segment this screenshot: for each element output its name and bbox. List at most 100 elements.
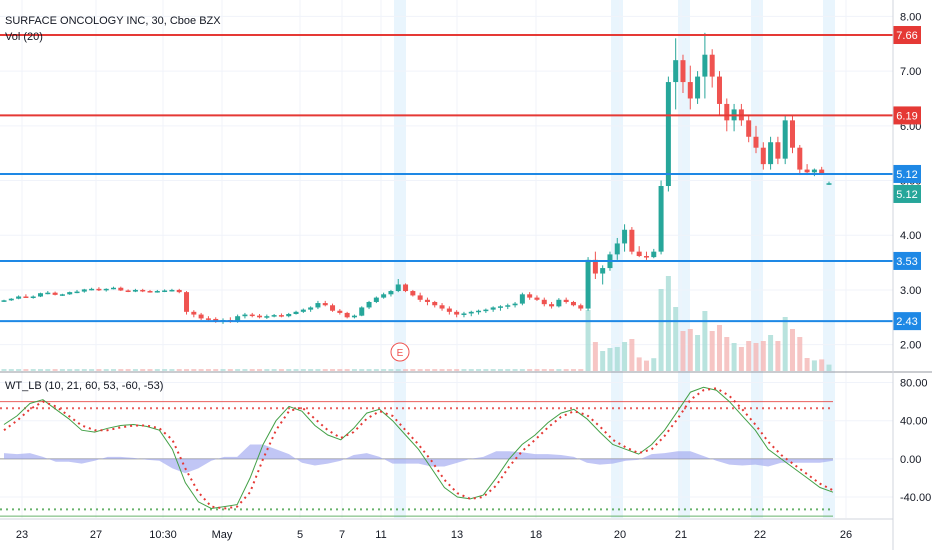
osc-tick-label-2: 0.00 bbox=[900, 454, 921, 466]
x-tick-label-11: 22 bbox=[754, 529, 766, 541]
candle-52 bbox=[381, 292, 387, 299]
volume-bar-94 bbox=[687, 329, 693, 371]
candle-body-1 bbox=[8, 298, 14, 301]
candle-body-2 bbox=[16, 296, 22, 299]
candle-95 bbox=[695, 71, 701, 104]
candle-38 bbox=[278, 313, 284, 318]
candle-body-113 bbox=[826, 183, 832, 185]
volume-bar-44 bbox=[322, 369, 328, 371]
volume-bar-32 bbox=[235, 369, 241, 371]
earnings-marker[interactable]: E bbox=[390, 342, 410, 362]
candle-53 bbox=[388, 289, 394, 297]
candle-7 bbox=[52, 291, 58, 296]
candle-22 bbox=[162, 289, 168, 293]
earnings-marker-circle bbox=[390, 342, 410, 362]
candle-body-8 bbox=[59, 294, 65, 296]
candle-24 bbox=[176, 288, 182, 294]
candle-body-21 bbox=[154, 291, 160, 293]
candle-body-42 bbox=[308, 307, 314, 310]
candle-body-7 bbox=[52, 292, 58, 295]
candle-41 bbox=[300, 308, 306, 313]
candle-body-50 bbox=[366, 301, 372, 308]
candle-80 bbox=[585, 257, 591, 311]
horizontal-line-label-4: 2.43 bbox=[896, 316, 917, 328]
volume-bar-101 bbox=[738, 347, 744, 371]
volume-bar-85 bbox=[622, 342, 628, 371]
candle-body-0 bbox=[1, 300, 7, 302]
candle-body-10 bbox=[74, 291, 80, 294]
candle-86 bbox=[629, 227, 635, 255]
volume-bar-23 bbox=[169, 369, 175, 371]
candle-body-108 bbox=[789, 120, 795, 148]
volume-bar-53 bbox=[388, 369, 394, 371]
volume-bar-20 bbox=[147, 369, 153, 371]
candle-body-80 bbox=[585, 259, 591, 309]
candle-body-86 bbox=[629, 229, 635, 252]
candle-43 bbox=[315, 300, 321, 310]
candle-body-18 bbox=[132, 289, 138, 292]
osc-wt1-line bbox=[3, 386, 834, 510]
candle-97 bbox=[709, 49, 715, 88]
candle-84 bbox=[614, 237, 620, 260]
candle-59 bbox=[432, 300, 438, 308]
volume-bar-105 bbox=[768, 335, 774, 371]
candle-body-39 bbox=[286, 314, 292, 317]
candle-body-78 bbox=[570, 301, 576, 306]
volume-bar-16 bbox=[118, 369, 124, 371]
volume-bar-24 bbox=[176, 369, 182, 371]
volume-bar-15 bbox=[111, 369, 117, 371]
volume-bar-88 bbox=[643, 360, 649, 371]
candle-body-55 bbox=[403, 284, 409, 292]
candle-body-34 bbox=[249, 314, 255, 317]
x-tick-label-2: 10:30 bbox=[149, 529, 177, 541]
horizontal-line-badge-3 bbox=[893, 251, 921, 270]
candle-body-92 bbox=[673, 60, 679, 83]
candle-93 bbox=[680, 54, 686, 93]
x-tick-label-6: 11 bbox=[375, 529, 386, 541]
volume-bar-99 bbox=[724, 337, 730, 371]
candle-body-110 bbox=[804, 169, 810, 173]
volume-bar-62 bbox=[454, 369, 460, 371]
last-price-badge bbox=[893, 184, 921, 203]
candle-78 bbox=[570, 300, 576, 307]
candle-48 bbox=[351, 314, 357, 319]
candle-body-77 bbox=[563, 299, 569, 302]
candle-body-9 bbox=[67, 292, 73, 295]
oscillator-layer bbox=[0, 386, 834, 517]
candle-18 bbox=[132, 288, 138, 293]
candle-body-93 bbox=[680, 60, 686, 83]
volume-bar-33 bbox=[242, 369, 248, 371]
volume-bar-106 bbox=[775, 341, 781, 371]
candle-77 bbox=[563, 297, 569, 304]
volume-bar-4 bbox=[30, 369, 36, 371]
volume-bar-5 bbox=[38, 369, 44, 371]
candle-9 bbox=[67, 291, 73, 295]
volume-bar-3 bbox=[23, 369, 29, 371]
volume-bar-19 bbox=[140, 369, 146, 371]
last-price-label: 5.12 bbox=[896, 189, 917, 201]
volume-bar-75 bbox=[549, 369, 555, 371]
candle-body-32 bbox=[235, 316, 241, 322]
candle-body-47 bbox=[344, 312, 350, 318]
volume-bar-97 bbox=[709, 331, 715, 371]
candle-body-61 bbox=[446, 308, 452, 312]
candle-body-63 bbox=[461, 313, 467, 315]
candle-35 bbox=[257, 314, 263, 319]
candle-body-35 bbox=[257, 315, 263, 318]
candle-body-104 bbox=[760, 147, 766, 165]
candle-104 bbox=[760, 142, 766, 170]
volume-bar-70 bbox=[512, 369, 518, 371]
volume-bar-30 bbox=[220, 369, 226, 371]
candle-100 bbox=[731, 103, 737, 132]
volume-bar-56 bbox=[410, 369, 416, 371]
session-highlight-4 bbox=[823, 0, 835, 518]
volume-bar-10 bbox=[74, 369, 80, 371]
volume-bar-11 bbox=[81, 369, 87, 371]
candle-body-13 bbox=[96, 288, 102, 291]
volume-bar-45 bbox=[330, 369, 336, 371]
volume-bar-87 bbox=[636, 357, 642, 371]
candle-body-37 bbox=[271, 315, 277, 317]
x-tick-label-4: 5 bbox=[297, 529, 303, 541]
candle-57 bbox=[417, 292, 423, 302]
